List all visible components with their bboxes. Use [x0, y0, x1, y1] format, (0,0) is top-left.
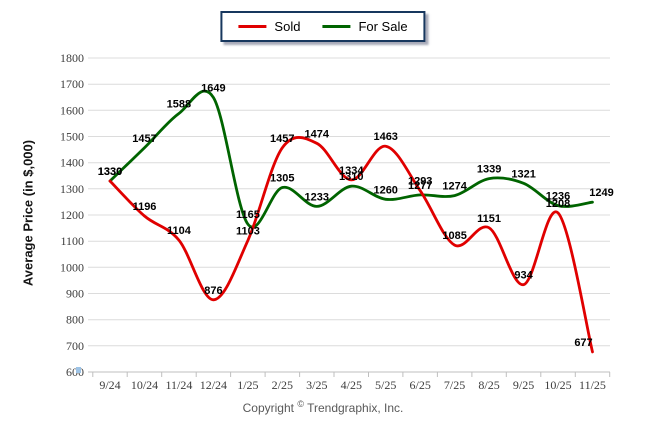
- x-tick-label: 8/25: [478, 378, 499, 392]
- x-tick-label: 3/25: [306, 378, 327, 392]
- copyright-prefix: Copyright: [242, 401, 294, 415]
- x-tick-label: 12/24: [200, 378, 227, 392]
- data-label: 1085: [442, 230, 466, 242]
- data-label: 677: [574, 337, 592, 349]
- y-tick-label: 1400: [60, 156, 84, 170]
- data-label: 1233: [305, 191, 329, 203]
- data-label: 1196: [133, 201, 157, 213]
- data-label: 1457: [270, 133, 294, 145]
- data-label: 1457: [132, 133, 156, 145]
- data-label: 934: [514, 270, 533, 282]
- axis-tick-labels: 600 700 800 900 1000 1100 1200 1300 1400 1500 1600…: [60, 51, 606, 392]
- for-sale-line-swatch: [322, 25, 351, 28]
- data-label: 1165: [236, 209, 260, 221]
- y-tick-label: 1700: [60, 77, 84, 91]
- x-tick-label: 10/24: [131, 378, 158, 392]
- y-tick-label: 1800: [60, 51, 84, 65]
- x-tick-label: 9/24: [99, 378, 120, 392]
- data-label: 1474: [305, 128, 330, 140]
- data-label: 1249: [589, 187, 613, 199]
- y-tick-label: 1100: [60, 234, 84, 248]
- y-tick-label: 1600: [60, 103, 84, 117]
- data-label: 876: [204, 285, 222, 297]
- data-label: 1208: [546, 198, 570, 210]
- y-tick-label: 900: [66, 287, 84, 301]
- data-label: 1151: [477, 213, 501, 225]
- price-trend-line-chart: 600 700 800 900 1000 1100 1200 1300 1400 1500 1600…: [60, 51, 614, 392]
- data-label: 1463: [373, 131, 397, 143]
- data-label: 1649: [201, 83, 225, 95]
- x-tick-label: 6/25: [410, 378, 431, 392]
- y-tick-label: 1000: [60, 260, 84, 274]
- legend-label-sold: Sold: [274, 19, 301, 34]
- x-tick-label: 2/25: [272, 378, 293, 392]
- x-tick-label: 5/25: [375, 378, 396, 392]
- data-label: 1274: [442, 181, 467, 193]
- data-label: 1104: [167, 225, 192, 237]
- axis-origin-marker: [76, 367, 81, 373]
- data-label: 1330: [98, 166, 122, 178]
- data-label: 1321: [511, 168, 535, 180]
- data-label: 1339: [477, 164, 501, 176]
- data-label: 1310: [339, 171, 363, 183]
- data-label: 1277: [408, 180, 432, 192]
- gridlines: [88, 57, 610, 347]
- data-label: 1103: [236, 225, 260, 237]
- x-tick-label: 11/25: [579, 378, 606, 392]
- y-tick-label: 600: [66, 365, 84, 379]
- data-label: 1293: [408, 176, 432, 188]
- legend-item-for-sale: For Sale: [322, 19, 408, 34]
- y-tick-label: 700: [66, 339, 84, 353]
- sold-line: [108, 136, 594, 354]
- data-label: 1236: [546, 191, 570, 203]
- copyright-company: Trendgraphix, Inc.: [307, 401, 404, 415]
- data-label: 1260: [373, 184, 397, 196]
- copyright-symbol-icon: ©: [297, 399, 304, 409]
- data-label: 1588: [167, 99, 191, 111]
- x-tick-label: 1/25: [237, 378, 258, 392]
- x-tick-label: 4/25: [341, 378, 362, 392]
- data-label: 1305: [270, 173, 294, 185]
- y-tick-label: 800: [66, 313, 84, 327]
- x-tick-label: 11/24: [165, 378, 192, 392]
- legend-label-for-sale: For Sale: [358, 19, 408, 34]
- y-tick-label: 1300: [60, 182, 84, 196]
- data-label: 1334: [339, 165, 364, 177]
- y-tick-label: 1200: [60, 208, 84, 222]
- x-tick-label: 7/25: [444, 378, 465, 392]
- legend: Sold For Sale: [220, 11, 426, 42]
- y-tick-label: 1500: [60, 130, 84, 144]
- x-tick-label: 9/25: [513, 378, 534, 392]
- data-label: 1330: [98, 166, 122, 178]
- sold-line-swatch: [238, 25, 267, 28]
- legend-item-sold: Sold: [238, 19, 300, 34]
- copyright-text: Copyright © Trendgraphix, Inc.: [0, 399, 646, 415]
- for-sale-line: [108, 89, 594, 229]
- x-tick-label: 10/25: [544, 378, 571, 392]
